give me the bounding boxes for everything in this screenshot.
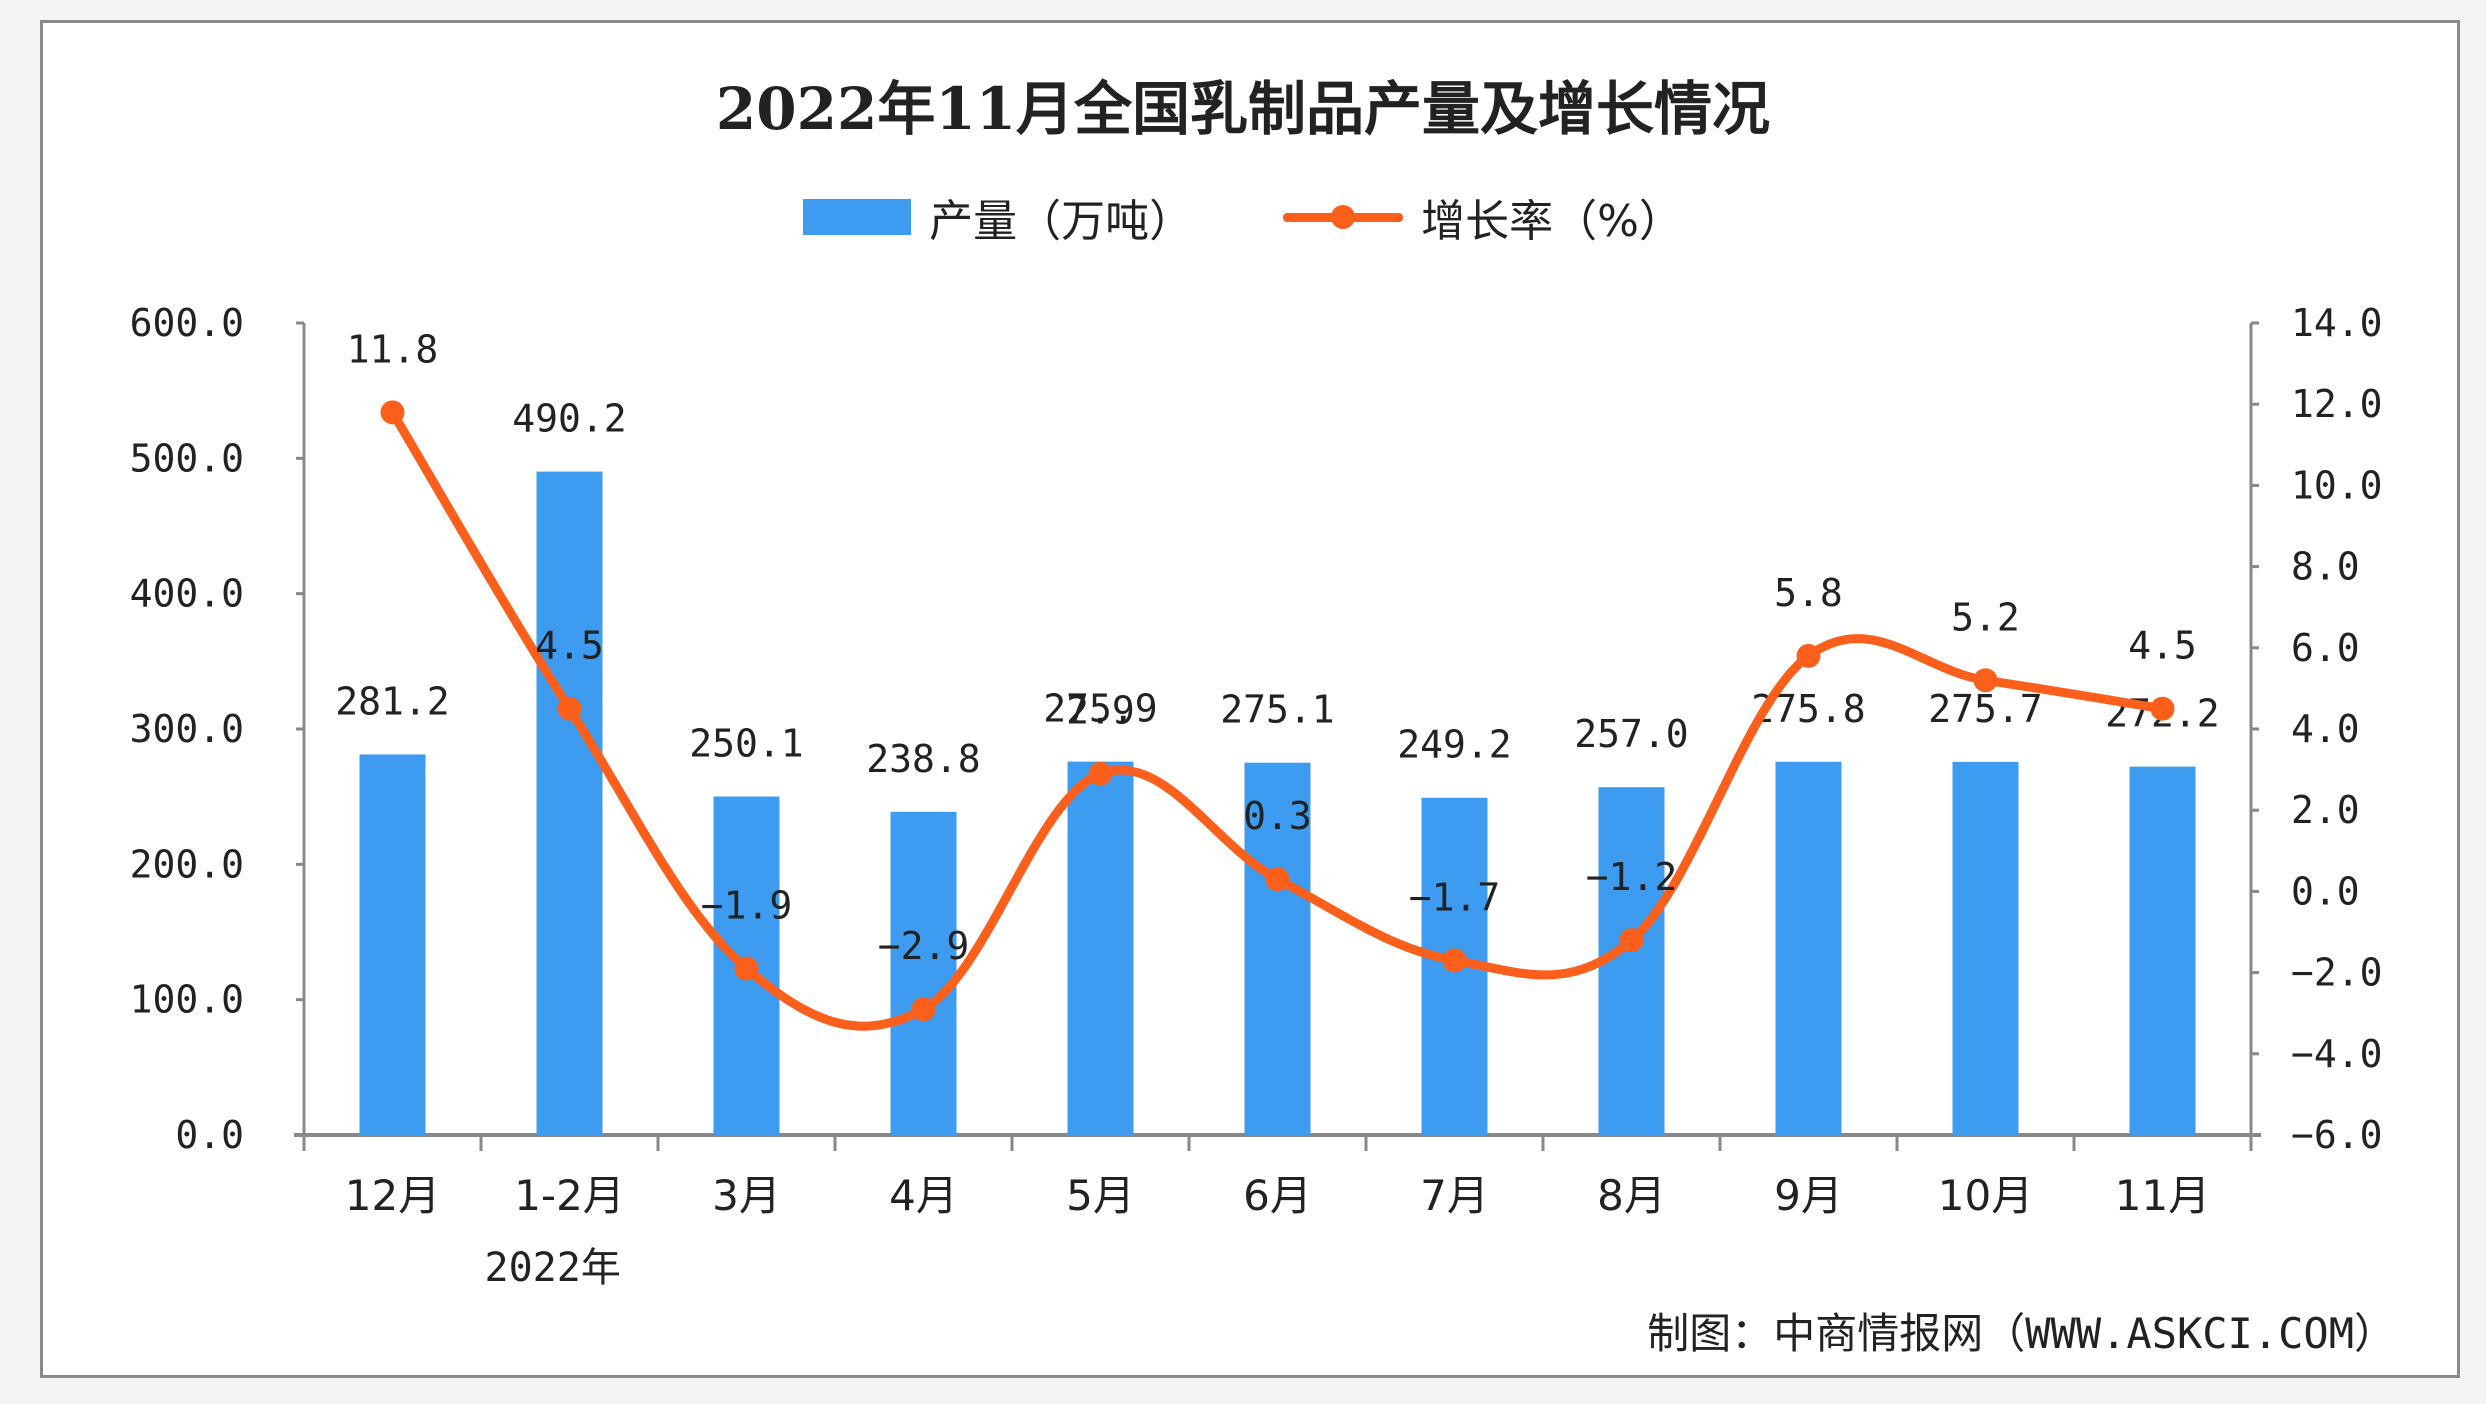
right-y-tick-label: 14.0 <box>2291 301 2383 345</box>
x-category-label: 10月 <box>1938 1171 2033 1220</box>
left-y-tick-label: 500.0 <box>130 436 244 480</box>
right-y-tick-label: 4.0 <box>2291 707 2360 751</box>
line-value-label: −1.9 <box>701 884 793 928</box>
right-y-tick-label: 10.0 <box>2291 463 2383 507</box>
x-category-label: 7月 <box>1420 1171 1489 1220</box>
bar-value-label: 257.0 <box>1574 712 1688 756</box>
bar-production <box>1067 761 1134 1135</box>
line-value-label: 11.8 <box>347 327 439 371</box>
legend: 产量（万吨） 增长率（%） <box>0 185 2486 249</box>
left-y-tick-label: 200.0 <box>130 842 244 886</box>
bar-production <box>1952 761 2019 1135</box>
x-category-label: 9月 <box>1774 1171 1843 1220</box>
line-value-label: 5.2 <box>1951 595 2020 639</box>
growth-rate-marker <box>1619 928 1644 953</box>
growth-rate-marker <box>1796 643 1821 668</box>
bar-production <box>2129 766 2196 1135</box>
line-value-label: 4.5 <box>535 624 604 668</box>
x-category-label: 1-2月 <box>514 1171 625 1220</box>
legend-label-production: 产量（万吨） <box>929 196 1194 247</box>
bar-production <box>536 471 603 1135</box>
line-value-label: −1.7 <box>1409 875 1501 919</box>
chart-title: 2022年11月全国乳制品产量及增长情况 <box>715 75 1771 143</box>
line-value-label: −1.2 <box>1586 855 1678 899</box>
growth-rate-marker <box>2150 696 2175 721</box>
legend-label-growth: 增长率（%） <box>1421 196 1683 247</box>
x-category-label: 3月 <box>712 1171 781 1220</box>
bar-production <box>1244 762 1311 1135</box>
growth-rate-marker <box>1442 948 1467 973</box>
line-value-label: −2.9 <box>878 924 970 968</box>
left-y-tick-label: 400.0 <box>130 572 244 616</box>
right-y-tick-label: 12.0 <box>2291 382 2383 426</box>
bar-production <box>359 754 426 1135</box>
bar-value-label: 250.1 <box>689 722 803 766</box>
bar-production <box>1775 761 1842 1135</box>
bar-value-label: 275.9 <box>1043 687 1157 731</box>
x-group-label: 2022年 <box>484 1245 621 1291</box>
line-value-label: 4.5 <box>2128 624 2197 668</box>
left-y-tick-label: 300.0 <box>130 707 244 751</box>
right-y-tick-label: −6.0 <box>2291 1113 2383 1157</box>
growth-rate-marker <box>1088 761 1113 786</box>
left-y-tick-label: 100.0 <box>130 978 244 1022</box>
bar-value-label: 490.2 <box>512 397 626 441</box>
bar-value-label: 249.2 <box>1397 723 1511 767</box>
growth-rate-marker <box>911 997 936 1022</box>
growth-rate-marker <box>1973 668 1998 693</box>
left-y-tick-label: 0.0 <box>175 1113 244 1157</box>
x-category-label: 12月 <box>345 1171 440 1220</box>
right-y-tick-label: −2.0 <box>2291 951 2383 995</box>
bar-value-label: 238.8 <box>866 737 980 781</box>
bar-value-label: 281.2 <box>335 679 449 723</box>
bar-value-label: 275.1 <box>1220 688 1334 732</box>
growth-rate-marker <box>734 956 759 981</box>
legend-item-production: 产量（万吨） <box>803 185 1193 249</box>
right-y-tick-label: 8.0 <box>2291 545 2360 589</box>
right-y-tick-label: 6.0 <box>2291 626 2360 670</box>
x-category-label: 11月 <box>2115 1171 2210 1220</box>
left-y-tick-label: 600.0 <box>130 301 244 345</box>
growth-rate-marker <box>380 400 405 425</box>
right-y-tick-label: 2.0 <box>2291 788 2360 832</box>
right-y-tick-label: −4.0 <box>2291 1032 2383 1076</box>
line-value-label: 2.9 <box>1066 689 1135 733</box>
growth-rate-marker <box>557 696 582 721</box>
x-category-label: 6月 <box>1243 1171 1312 1220</box>
bar-production <box>890 811 957 1135</box>
chart-frame <box>40 20 2460 1378</box>
x-category-label: 4月 <box>889 1171 958 1220</box>
growth-rate-line <box>388 407 2167 1031</box>
right-y-tick-label: 0.0 <box>2291 869 2360 913</box>
line-value-label: 5.8 <box>1774 571 1843 615</box>
growth-rate-marker <box>1265 867 1290 892</box>
bar-value-label: 275.7 <box>1928 687 2042 731</box>
line-marker-swatch-icon <box>1283 197 1404 237</box>
source-credit: 制图：中商情报网（WWW.ASKCI.COM） <box>1647 1309 2396 1358</box>
x-category-label: 8月 <box>1597 1171 1666 1220</box>
line-value-label: 0.3 <box>1243 794 1312 838</box>
x-category-label: 5月 <box>1066 1171 1135 1220</box>
legend-item-growth: 增长率（%） <box>1283 185 1683 249</box>
bar-swatch-icon <box>803 199 912 235</box>
